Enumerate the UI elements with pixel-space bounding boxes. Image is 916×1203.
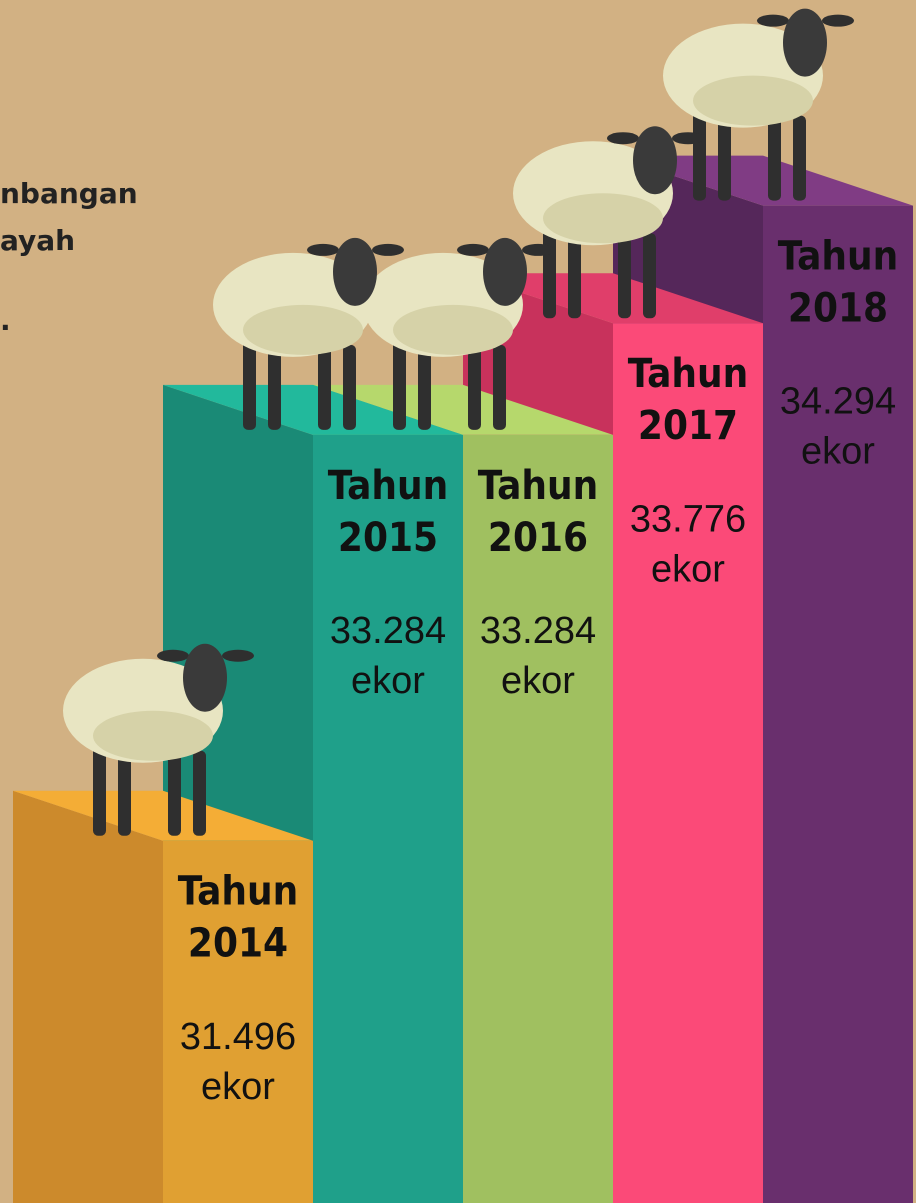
sheep-ear <box>372 243 404 256</box>
sheep-shade <box>693 75 813 126</box>
sheep-shade <box>93 710 213 761</box>
bar-label-prefix: Tahun <box>778 234 899 280</box>
bar-label-prefix: Tahun <box>478 463 599 509</box>
bar-top <box>163 384 463 435</box>
sheep-leg <box>418 349 431 430</box>
sheep-leg <box>768 100 781 201</box>
sheep <box>363 237 554 430</box>
sheep-leg <box>93 740 106 836</box>
sheep-leg <box>493 344 506 430</box>
sheep-leg <box>268 349 281 430</box>
sheep <box>213 237 404 430</box>
sheep-leg <box>243 334 256 430</box>
sheep <box>63 643 254 836</box>
bar-label-prefix: Tahun <box>628 351 749 397</box>
bar-label-year: 2018 <box>788 286 888 332</box>
sheep-leg <box>118 755 131 836</box>
sheep-head <box>333 237 377 306</box>
sheep-ear <box>757 14 789 27</box>
sheep <box>663 8 854 201</box>
sheep <box>513 126 704 319</box>
bar-top <box>463 273 763 324</box>
unit-label: ekor <box>351 660 425 702</box>
sheep-leg <box>343 344 356 430</box>
sheep-shade <box>543 193 663 244</box>
value-label: 33.284 <box>480 610 596 652</box>
bar-top <box>313 384 613 435</box>
bar-side <box>13 790 163 1203</box>
sheep-leg <box>318 329 331 430</box>
unit-label: ekor <box>201 1066 275 1108</box>
bar-label-year: 2017 <box>638 403 738 449</box>
sheep-ear <box>457 243 489 256</box>
unit-label: ekor <box>801 431 875 473</box>
bar-label-year: 2015 <box>338 515 438 561</box>
sheep-leg <box>793 115 806 201</box>
sheep-ear <box>522 243 554 256</box>
sheep-leg <box>468 329 481 430</box>
sheep-ear <box>222 649 254 662</box>
value-label: 34.294 <box>780 381 896 423</box>
bar-label-year: 2016 <box>488 515 588 561</box>
sheep-leg <box>168 735 181 836</box>
value-label: 33.284 <box>330 610 446 652</box>
bar-label-year: 2014 <box>188 921 288 967</box>
sheep-head <box>783 8 827 77</box>
bar <box>463 434 613 1203</box>
unit-label: ekor <box>501 660 575 702</box>
sheep-ear <box>822 14 854 27</box>
value-label: 31.496 <box>180 1016 296 1058</box>
bar-label-prefix: Tahun <box>178 869 299 915</box>
sheep-leg <box>643 233 656 319</box>
bar <box>613 323 763 1203</box>
bar-top <box>613 155 913 206</box>
sheep-leg <box>193 750 206 836</box>
bar-top <box>13 790 313 841</box>
sheep-leg <box>618 218 631 319</box>
sheep-ear <box>607 132 639 145</box>
sheep-shade <box>243 304 363 355</box>
sheep-leg <box>693 105 706 201</box>
sheep-head <box>483 237 527 306</box>
sheep-head <box>183 643 227 712</box>
sheep-ear <box>157 649 189 662</box>
side-text: ayah <box>0 224 75 257</box>
bar <box>763 205 913 1203</box>
bar <box>313 434 463 1203</box>
side-text: . <box>0 304 11 337</box>
sheep-head <box>633 126 677 195</box>
sheep-ear <box>307 243 339 256</box>
bar <box>163 840 313 1203</box>
sheep-shade <box>393 304 513 355</box>
sheep-ear <box>672 132 704 145</box>
sheep-leg <box>568 238 581 319</box>
side-text: nbangan <box>0 177 138 210</box>
unit-label: ekor <box>651 548 725 590</box>
sheep-leg <box>393 334 406 430</box>
sheep-leg <box>718 120 731 201</box>
value-label: 33.776 <box>630 498 746 540</box>
bar-label-prefix: Tahun <box>328 463 449 509</box>
